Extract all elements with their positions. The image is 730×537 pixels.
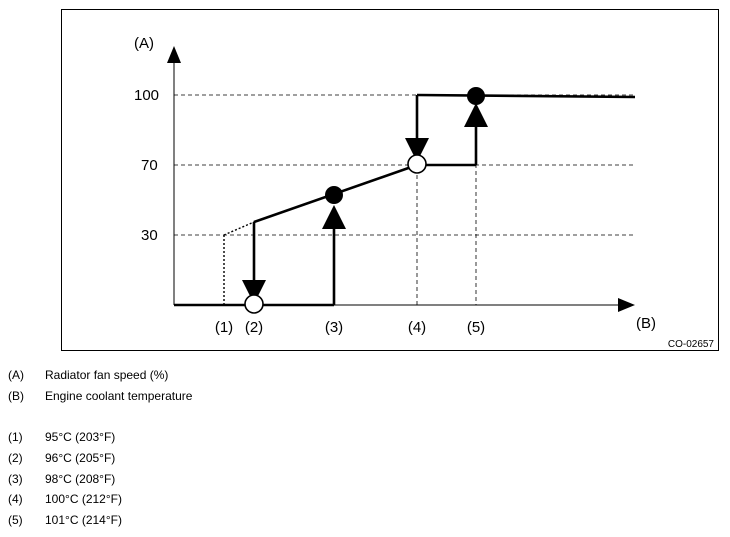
- x-axis-letter: (B): [636, 315, 656, 332]
- legend-key: (1): [8, 430, 23, 444]
- legend-text: Radiator fan speed (%): [45, 368, 169, 382]
- up-arrow-5: [464, 103, 488, 127]
- x-marker-4: (4): [408, 319, 426, 336]
- filled-point-5: [467, 87, 485, 105]
- curve-top: [416, 93, 636, 99]
- y-axis-arrow: [167, 46, 181, 63]
- open-point-2: [244, 294, 264, 314]
- dotted-slope-1: [223, 221, 255, 236]
- fan-control-diagram: (A) (B) 100 70 30 (1) (2) (3) (4) (5) CO…: [61, 9, 719, 351]
- legend-key: (2): [8, 451, 23, 465]
- legend-temp-2: (2) 96°C (205°F): [8, 451, 115, 465]
- legend-key: (4): [8, 492, 23, 506]
- legend-key: (5): [8, 513, 23, 527]
- diagram-canvas: (A) (B) 100 70 30 (1) (2) (3) (4) (5) CO…: [134, 35, 715, 350]
- x-marker-1: (1): [215, 319, 233, 336]
- legend-key: (B): [8, 389, 24, 403]
- y-axis-letter: (A): [134, 35, 154, 52]
- down-arrow-2: [242, 280, 266, 304]
- open-point-4: [407, 154, 427, 174]
- x-marker-2: (2): [245, 319, 263, 336]
- y-tick-70: 70: [141, 157, 158, 174]
- x-marker-5: (5): [467, 319, 485, 336]
- down-arrow-4: [405, 138, 429, 162]
- legend-temp-5: (5) 101°C (214°F): [8, 513, 122, 527]
- legend-key: (A): [8, 368, 24, 382]
- filled-point-3: [325, 186, 343, 204]
- legend-temp-1: (1) 95°C (203°F): [8, 430, 115, 444]
- legend-axis-b: (B) Engine coolant temperature: [8, 389, 192, 403]
- legend-text: Engine coolant temperature: [45, 389, 193, 403]
- legend-temp-4: (4) 100°C (212°F): [8, 492, 122, 506]
- legend-text: 100°C (212°F): [45, 492, 122, 506]
- x-marker-3: (3): [325, 319, 343, 336]
- legend-axis-a: (A) Radiator fan speed (%): [8, 368, 168, 382]
- legend-text: 95°C (203°F): [45, 430, 116, 444]
- y-tick-30: 30: [141, 227, 158, 244]
- y-tick-100: 100: [134, 87, 159, 104]
- legend-temp-3: (3) 98°C (208°F): [8, 472, 115, 486]
- legend-text: 101°C (214°F): [45, 513, 122, 527]
- legend-key: (3): [8, 472, 23, 486]
- legend-text: 96°C (205°F): [45, 451, 116, 465]
- legend-text: 98°C (208°F): [45, 472, 116, 486]
- x-axis-arrow: [618, 298, 635, 312]
- figure-code: CO-02657: [668, 339, 715, 350]
- up-arrow-3: [322, 205, 346, 229]
